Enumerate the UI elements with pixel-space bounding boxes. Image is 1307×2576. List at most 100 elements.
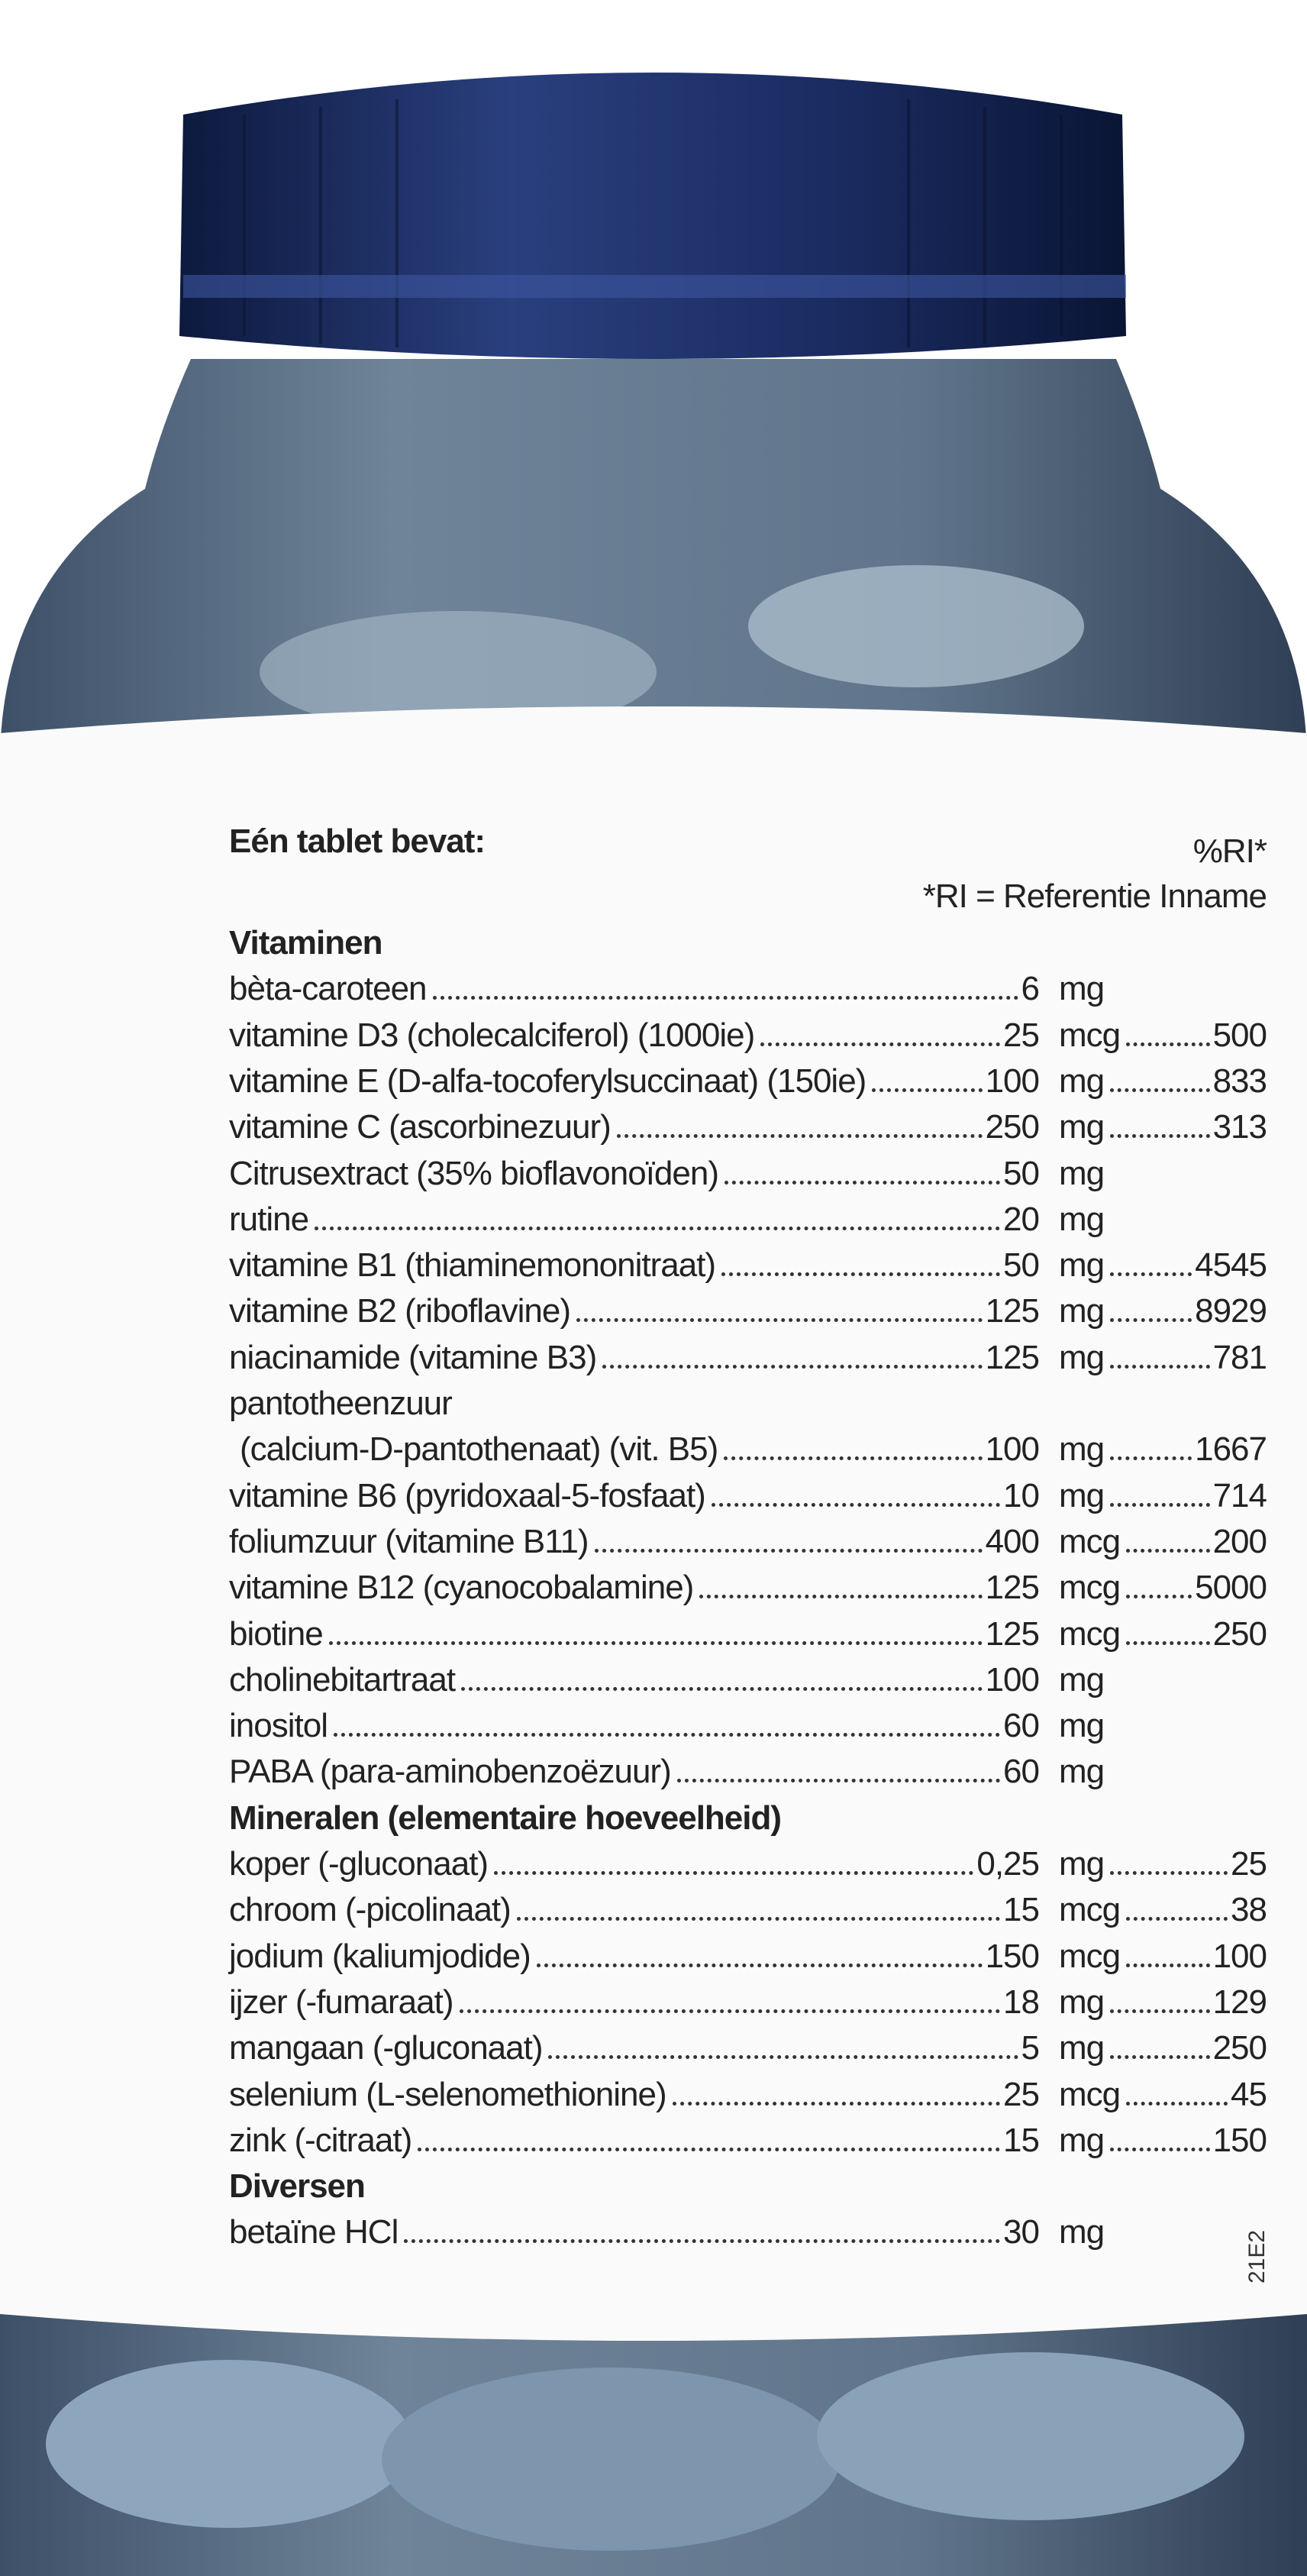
ri-value: 45 (1231, 2075, 1267, 2113)
unit: mg (1059, 1845, 1105, 1883)
unit: mg (1059, 2213, 1105, 2251)
name-amount: betaïne HCl 30 (229, 2213, 1040, 2251)
section-title: Diversen (229, 2167, 366, 2206)
unit-ri: mg 4545 (1059, 1249, 1267, 1282)
dot-leader (699, 1587, 983, 1599)
unit: mcg (1059, 2075, 1121, 2113)
dot-leader (1110, 1863, 1228, 1875)
nutrient-name: betaïne HCl (229, 2213, 399, 2251)
unit-ri: mg (1059, 1156, 1267, 1191)
dot-leader (1110, 1126, 1210, 1139)
ri-note: *RI = Referentie Inname (922, 878, 1267, 915)
dot-leader (711, 1495, 1001, 1507)
dot-leader (672, 2094, 1001, 2106)
dot-leader (404, 2232, 1001, 2244)
nutrient-name: vitamine B12 (cyanocobalamine) (229, 1569, 694, 1607)
amount: 250 (985, 1108, 1040, 1146)
unit: mg (1059, 1983, 1105, 2021)
unit-ri: mg 8929 (1059, 1294, 1267, 1328)
unit: mg (1059, 970, 1105, 1008)
dot-leader (1126, 1587, 1192, 1599)
dot-leader (461, 1679, 983, 1691)
name-amount: vitamine B6 (pyridoxaal-5-fosfaat) 10 (229, 1476, 1040, 1514)
nutrient-name: niacinamide (vitamine B3) (229, 1338, 597, 1376)
nutrient-name: vitamine C (ascorbinezuur) (229, 1108, 612, 1146)
amount: 150 (985, 1937, 1040, 1975)
nutrient-name: vitamine B1 (thiaminemononitraat) (229, 1246, 716, 1285)
name-amount: niacinamide (vitamine B3) 125 (229, 1338, 1040, 1376)
unit-ri: mcg 45 (1059, 2075, 1267, 2113)
unit: mg (1059, 1292, 1105, 1330)
dot-leader (594, 1541, 983, 1553)
unit: mcg (1059, 1569, 1121, 1607)
unit: mg (1059, 1476, 1105, 1514)
dot-leader (536, 1956, 983, 1967)
name-amount: Citrusextract (35% bioflavonoïden) 50 (229, 1154, 1040, 1192)
name-amount: vitamine E (D-alfa-tocoferylsuccinaat) (… (229, 1062, 1040, 1100)
nutrient-name: koper (-gluconaat) (229, 1845, 489, 1883)
nutrient-name: zink (-citraat) (229, 2121, 412, 2159)
unit-ri: mcg 5000 (1059, 1571, 1267, 1605)
dot-leader (1110, 1357, 1210, 1369)
name-amount: vitamine B1 (thiaminemononitraat) 50 (229, 1246, 1040, 1285)
unit-ri: mg 25 (1059, 1847, 1267, 1881)
ri-value: 714 (1212, 1476, 1267, 1514)
dot-leader (432, 988, 1018, 1000)
amount: 50 (1003, 1154, 1040, 1192)
nutrient-name: selenium (L-selenomethionine) (229, 2075, 667, 2113)
unit-ri: mg 250 (1059, 2031, 1267, 2065)
unit-ri: mcg 500 (1059, 1018, 1267, 1052)
ri-value: 8929 (1195, 1292, 1267, 1330)
dot-leader (418, 2140, 1001, 2151)
amount: 400 (985, 1522, 1040, 1560)
dot-leader (516, 1909, 1001, 1921)
nutrient-name: (calcium-D-pantothenaat) (vit. B5) (240, 1430, 718, 1469)
amount: 25 (1003, 2075, 1040, 2113)
unit-ri: mcg 100 (1059, 1937, 1267, 1975)
ri-value: 129 (1212, 1983, 1267, 2021)
name-amount: zink (-citraat) 15 (229, 2121, 1040, 2159)
name-amount: PABA (para-aminobenzoëzuur) 60 (229, 1753, 1040, 1791)
nutrient-name: mangaan (-gluconaat) (229, 2029, 543, 2067)
name-amount: ijzer (-fumaraat) 18 (229, 1985, 1040, 2019)
name-amount: koper (-gluconaat) 0,25 (229, 1845, 1040, 1883)
unit-ri: mg 129 (1059, 1983, 1267, 2021)
name-amount: vitamine B12 (cyanocobalamine) 125 (229, 1569, 1040, 1607)
unit: mcg (1059, 1891, 1121, 1929)
nutrient-name: vitamine E (D-alfa-tocoferylsuccinaat) (… (229, 1062, 866, 1100)
nutrient-name: vitamine B6 (pyridoxaal-5-fosfaat) (229, 1476, 706, 1514)
unit-ri: mg (1059, 1709, 1267, 1743)
amount: 20 (1003, 1200, 1040, 1238)
dot-leader (494, 1863, 974, 1875)
dot-leader (576, 1311, 983, 1323)
unit-ri: mg 313 (1059, 1110, 1267, 1144)
ri-value: 250 (1212, 2029, 1267, 2067)
dot-leader (721, 1265, 1001, 1277)
amount: 60 (1003, 1707, 1040, 1745)
name-amount: biotine 125 (229, 1617, 1040, 1651)
name-amount: vitamine D3 (cholecalciferol) (1000ie) 25 (229, 1018, 1040, 1052)
ri-value: 25 (1231, 1845, 1267, 1883)
dot-leader (1110, 1449, 1192, 1461)
name-amount: cholinebitartraat 100 (229, 1663, 1040, 1697)
nutrient-name: PABA (para-aminobenzoëzuur) (229, 1753, 672, 1791)
dot-leader (872, 1081, 983, 1092)
nutrient-name: rutine (229, 1200, 309, 1238)
ri-value: 4545 (1195, 1246, 1267, 1285)
ri-value: 38 (1231, 1891, 1267, 1929)
pill (817, 2352, 1244, 2520)
nutrient-name: foliumzuur (vitamine B11) (229, 1522, 589, 1560)
unit: mg (1059, 1338, 1105, 1376)
unit: mcg (1059, 1937, 1121, 1975)
name-amount: rutine 20 (229, 1200, 1040, 1238)
amount: 15 (1003, 2121, 1040, 2159)
dot-leader (1126, 1035, 1210, 1046)
amount: 125 (985, 1569, 1040, 1607)
amount: 125 (985, 1292, 1040, 1330)
unit: mg (1059, 2121, 1105, 2159)
nutrient-name: inositol (229, 1707, 328, 1745)
dot-leader (616, 1126, 983, 1139)
ri-value: 200 (1212, 1522, 1267, 1560)
